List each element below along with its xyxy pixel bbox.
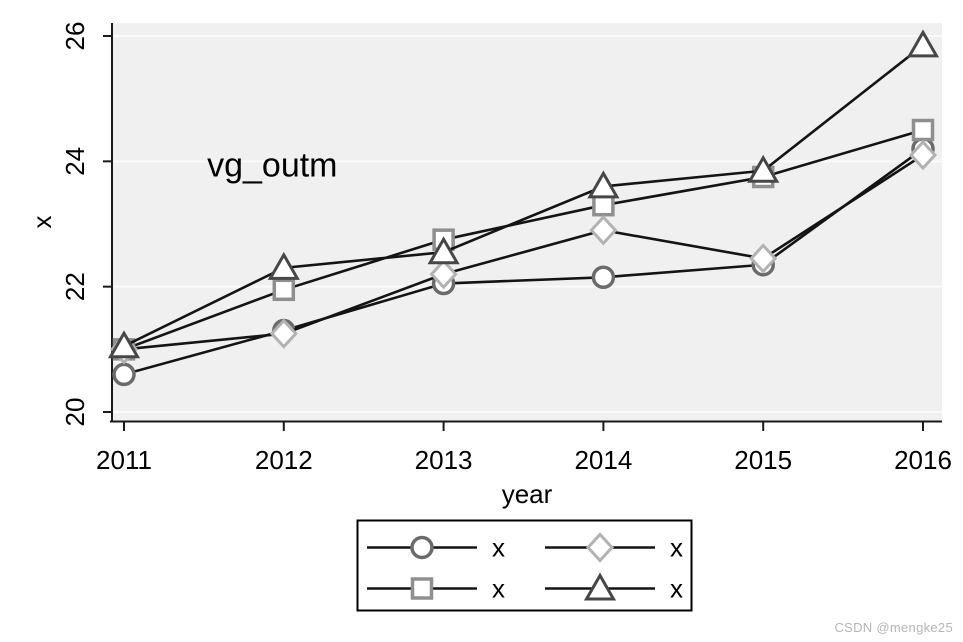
watermark: CSDN @mengke25 <box>834 620 953 635</box>
x-tick-label: 2016 <box>894 445 952 475</box>
marker-diamond <box>908 139 938 171</box>
legend-marker-triangle <box>583 572 617 601</box>
annotation-vg-outm: vg_outm <box>207 147 337 185</box>
marker-circle <box>112 362 136 387</box>
marker-square <box>272 278 296 302</box>
legend-box <box>356 519 693 612</box>
y-tick-label: 24 <box>60 147 90 176</box>
y-axis-title: x <box>27 216 57 229</box>
series-line-circle <box>123 147 924 376</box>
legend-marker-diamond <box>585 532 615 563</box>
x-axis-title: year <box>502 479 553 509</box>
marker-diamond <box>589 215 618 246</box>
series-line-square <box>123 128 924 351</box>
marker-triangle <box>107 330 141 359</box>
marker-diamond <box>429 258 458 290</box>
marker-circle <box>591 265 616 290</box>
y-tick-label: 26 <box>60 22 90 51</box>
marker-square <box>592 193 615 217</box>
marker-triangle <box>587 170 620 199</box>
legend-label: x <box>670 574 683 604</box>
x-tick-label: 2014 <box>574 445 632 475</box>
x-tick-label: 2015 <box>734 445 792 475</box>
marker-square <box>911 118 935 142</box>
marker-triangle <box>906 29 940 58</box>
series-line-triangle <box>123 44 924 348</box>
marker-triangle <box>427 236 460 265</box>
marker-diamond <box>269 318 298 349</box>
legend-label: x <box>670 533 683 563</box>
x-tick-label: 2011 <box>96 445 152 475</box>
x-tick-label: 2013 <box>415 445 473 475</box>
legend-marker-square <box>410 577 434 600</box>
marker-triangle <box>747 154 780 183</box>
marker-triangle <box>267 251 300 280</box>
series-line-diamond <box>123 153 924 351</box>
x-tick-label: 2012 <box>255 445 313 475</box>
legend-label: x <box>492 533 505 563</box>
marker-diamond <box>749 243 778 274</box>
legend-label: x <box>492 574 505 604</box>
y-tick-label: 20 <box>60 398 90 427</box>
y-tick-label: 22 <box>60 272 90 301</box>
legend-marker-circle <box>410 535 434 560</box>
